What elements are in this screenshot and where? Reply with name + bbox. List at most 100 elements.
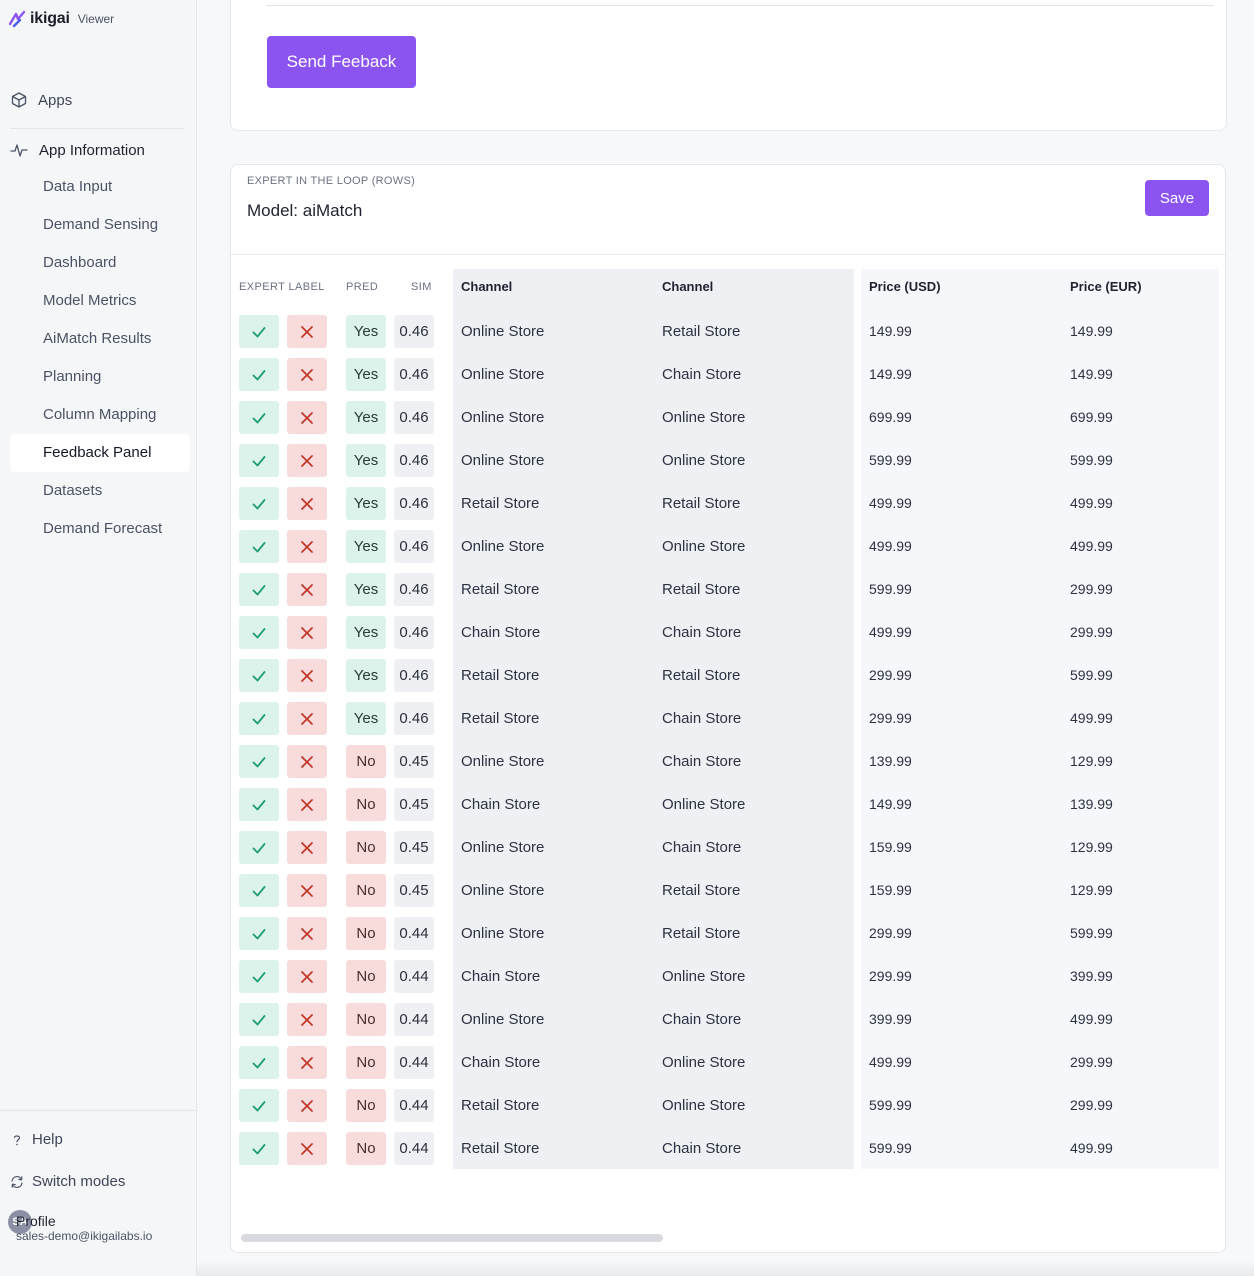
prediction-badge: Yes <box>346 530 386 563</box>
check-icon <box>252 369 266 380</box>
approve-button[interactable] <box>239 616 279 649</box>
check-icon <box>252 498 266 509</box>
approve-button[interactable] <box>239 487 279 520</box>
horizontal-scrollbar[interactable] <box>241 1234 663 1242</box>
sidebar-item-data-input[interactable]: Data Input <box>43 178 113 195</box>
header-channel-a[interactable]: Channel <box>461 279 513 294</box>
sidebar-item-model-metrics[interactable]: Model Metrics <box>43 292 137 309</box>
channel-a-cell: Online Store <box>461 1011 545 1028</box>
check-icon <box>252 1143 266 1154</box>
approve-button[interactable] <box>239 659 279 692</box>
approve-button[interactable] <box>239 444 279 477</box>
approve-button[interactable] <box>239 917 279 950</box>
header-channel-b[interactable]: Channel <box>662 279 714 294</box>
reject-button[interactable] <box>287 702 327 735</box>
switch-modes-link[interactable]: Switch modes <box>10 1173 125 1190</box>
price-usd-cell: 599.99 <box>869 1140 912 1156</box>
prediction-badge: No <box>346 1089 386 1122</box>
close-icon <box>301 411 313 424</box>
reject-button[interactable] <box>287 616 327 649</box>
similarity-value: 0.46 <box>394 530 434 563</box>
prediction-badge: Yes <box>346 573 386 606</box>
reject-button[interactable] <box>287 1089 327 1122</box>
channel-a-cell: Chain Store <box>461 968 541 985</box>
reject-button[interactable] <box>287 788 327 821</box>
approve-button[interactable] <box>239 315 279 348</box>
reject-button[interactable] <box>287 960 327 993</box>
price-eur-cell: 699.99 <box>1070 409 1113 425</box>
sidebar-item-datasets[interactable]: Datasets <box>43 482 103 499</box>
similarity-value: 0.44 <box>394 960 434 993</box>
sidebar-item-dashboard[interactable]: Dashboard <box>43 254 117 271</box>
approve-button[interactable] <box>239 573 279 606</box>
prediction-badge: Yes <box>346 358 386 391</box>
reject-button[interactable] <box>287 659 327 692</box>
reject-button[interactable] <box>287 745 327 778</box>
check-icon <box>252 1014 266 1025</box>
reject-button[interactable] <box>287 1132 327 1165</box>
send-feedback-button[interactable]: Send Feeback <box>267 36 416 88</box>
reject-button[interactable] <box>287 530 327 563</box>
profile-menu[interactable]: SA Profile sales-demo@ikigailabs.io <box>8 1210 152 1243</box>
reject-button[interactable] <box>287 401 327 434</box>
approve-button[interactable] <box>239 1089 279 1122</box>
sidebar-item-apps[interactable]: Apps <box>10 91 72 109</box>
prediction-badge: Yes <box>346 659 386 692</box>
approve-button[interactable] <box>239 1003 279 1036</box>
price-eur-cell: 599.99 <box>1070 925 1113 941</box>
check-icon <box>252 928 266 939</box>
reject-button[interactable] <box>287 487 327 520</box>
channel-column-band <box>453 269 854 1169</box>
channel-b-cell: Online Store <box>662 538 746 555</box>
close-icon <box>301 368 313 381</box>
channel-b-cell: Retail Store <box>662 495 741 512</box>
reject-button[interactable] <box>287 1003 327 1036</box>
similarity-value: 0.46 <box>394 616 434 649</box>
sidebar-item-column-mapping[interactable]: Column Mapping <box>43 406 157 423</box>
price-usd-cell: 149.99 <box>869 323 912 339</box>
reject-button[interactable] <box>287 831 327 864</box>
reject-button[interactable] <box>287 444 327 477</box>
sidebar: ikigai Viewer Apps App Information Data … <box>0 0 197 1276</box>
table-row: No 0.45 Online Store Retail Store 159.99 129.… <box>239 871 1219 914</box>
header-price-usd[interactable]: Price (USD) <box>869 279 941 294</box>
approve-button[interactable] <box>239 358 279 391</box>
channel-a-cell: Retail Store <box>461 667 540 684</box>
sidebar-item-demand-forecast[interactable]: Demand Forecast <box>43 520 163 537</box>
approve-button[interactable] <box>239 1046 279 1079</box>
close-icon <box>301 841 313 854</box>
brand[interactable]: ikigai Viewer <box>8 10 114 28</box>
help-link[interactable]: Help <box>10 1131 63 1148</box>
approve-button[interactable] <box>239 530 279 563</box>
model-title: Model: aiMatch <box>247 201 363 220</box>
close-icon <box>301 325 313 338</box>
price-eur-cell: 139.99 <box>1070 796 1113 812</box>
reject-button[interactable] <box>287 315 327 348</box>
approve-button[interactable] <box>239 745 279 778</box>
approve-button[interactable] <box>239 960 279 993</box>
approve-button[interactable] <box>239 1132 279 1165</box>
sidebar-item-demand-sensing[interactable]: Demand Sensing <box>43 216 159 233</box>
approve-button[interactable] <box>239 874 279 907</box>
approve-button[interactable] <box>239 401 279 434</box>
approve-button[interactable] <box>239 702 279 735</box>
header-price-eur[interactable]: Price (EUR) <box>1070 279 1142 294</box>
sidebar-section-app-information[interactable]: App Information <box>10 141 145 159</box>
prediction-badge: No <box>346 874 386 907</box>
reject-button[interactable] <box>287 917 327 950</box>
save-button[interactable]: Save <box>1145 180 1209 216</box>
approve-button[interactable] <box>239 788 279 821</box>
reject-button[interactable] <box>287 1046 327 1079</box>
table-row: No 0.45 Online Store Chain Store 159.99 129.9… <box>239 828 1219 871</box>
sidebar-item-feedback-panel[interactable]: Feedback Panel <box>10 434 190 472</box>
reject-button[interactable] <box>287 573 327 606</box>
close-icon <box>301 798 313 811</box>
approve-button[interactable] <box>239 831 279 864</box>
switch-modes-label: Switch modes <box>32 1173 126 1190</box>
reject-button[interactable] <box>287 874 327 907</box>
reject-button[interactable] <box>287 358 327 391</box>
price-eur-cell: 499.99 <box>1070 710 1113 726</box>
sidebar-item-planning[interactable]: Planning <box>43 368 102 385</box>
sidebar-bottom-divider <box>0 1110 197 1111</box>
sidebar-item-aimatch-results[interactable]: AiMatch Results <box>43 330 152 347</box>
